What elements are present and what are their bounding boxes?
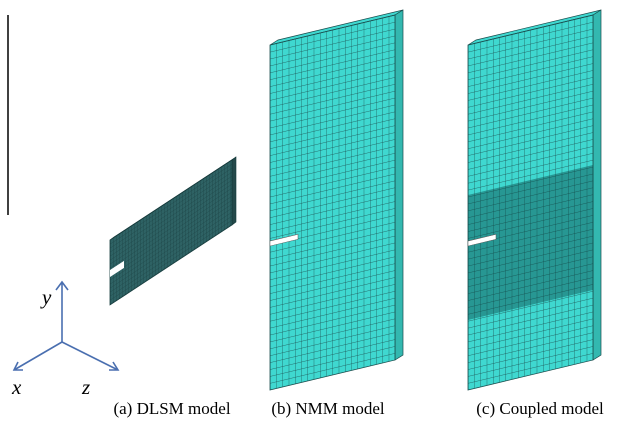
nmm-model (270, 10, 403, 390)
x-label: x (11, 375, 22, 399)
plate-face (270, 15, 395, 390)
caption: (a) DLSM model (113, 399, 230, 418)
z-label: z (81, 375, 90, 399)
caption: (c) Coupled model (476, 399, 604, 418)
slab-side (232, 157, 236, 225)
caption: (b) NMM model (271, 399, 385, 418)
x-arrow (14, 342, 62, 370)
plate-front (270, 15, 395, 390)
page: y x z (a) DLSM model (b) NMM model (c) C… (0, 0, 633, 427)
axis-triad (14, 282, 118, 370)
y-label: y (40, 285, 52, 309)
plate-side (593, 10, 601, 360)
plate-side (395, 10, 403, 360)
slab-front (110, 160, 232, 305)
z-arrow (62, 342, 118, 370)
figure: y x z (a) DLSM model (b) NMM model (c) C… (0, 0, 633, 427)
plate-front (468, 15, 593, 390)
y-arrow (56, 282, 68, 342)
coupled-model (468, 10, 601, 390)
slab-face (110, 160, 232, 305)
dlsm-model (110, 157, 236, 305)
